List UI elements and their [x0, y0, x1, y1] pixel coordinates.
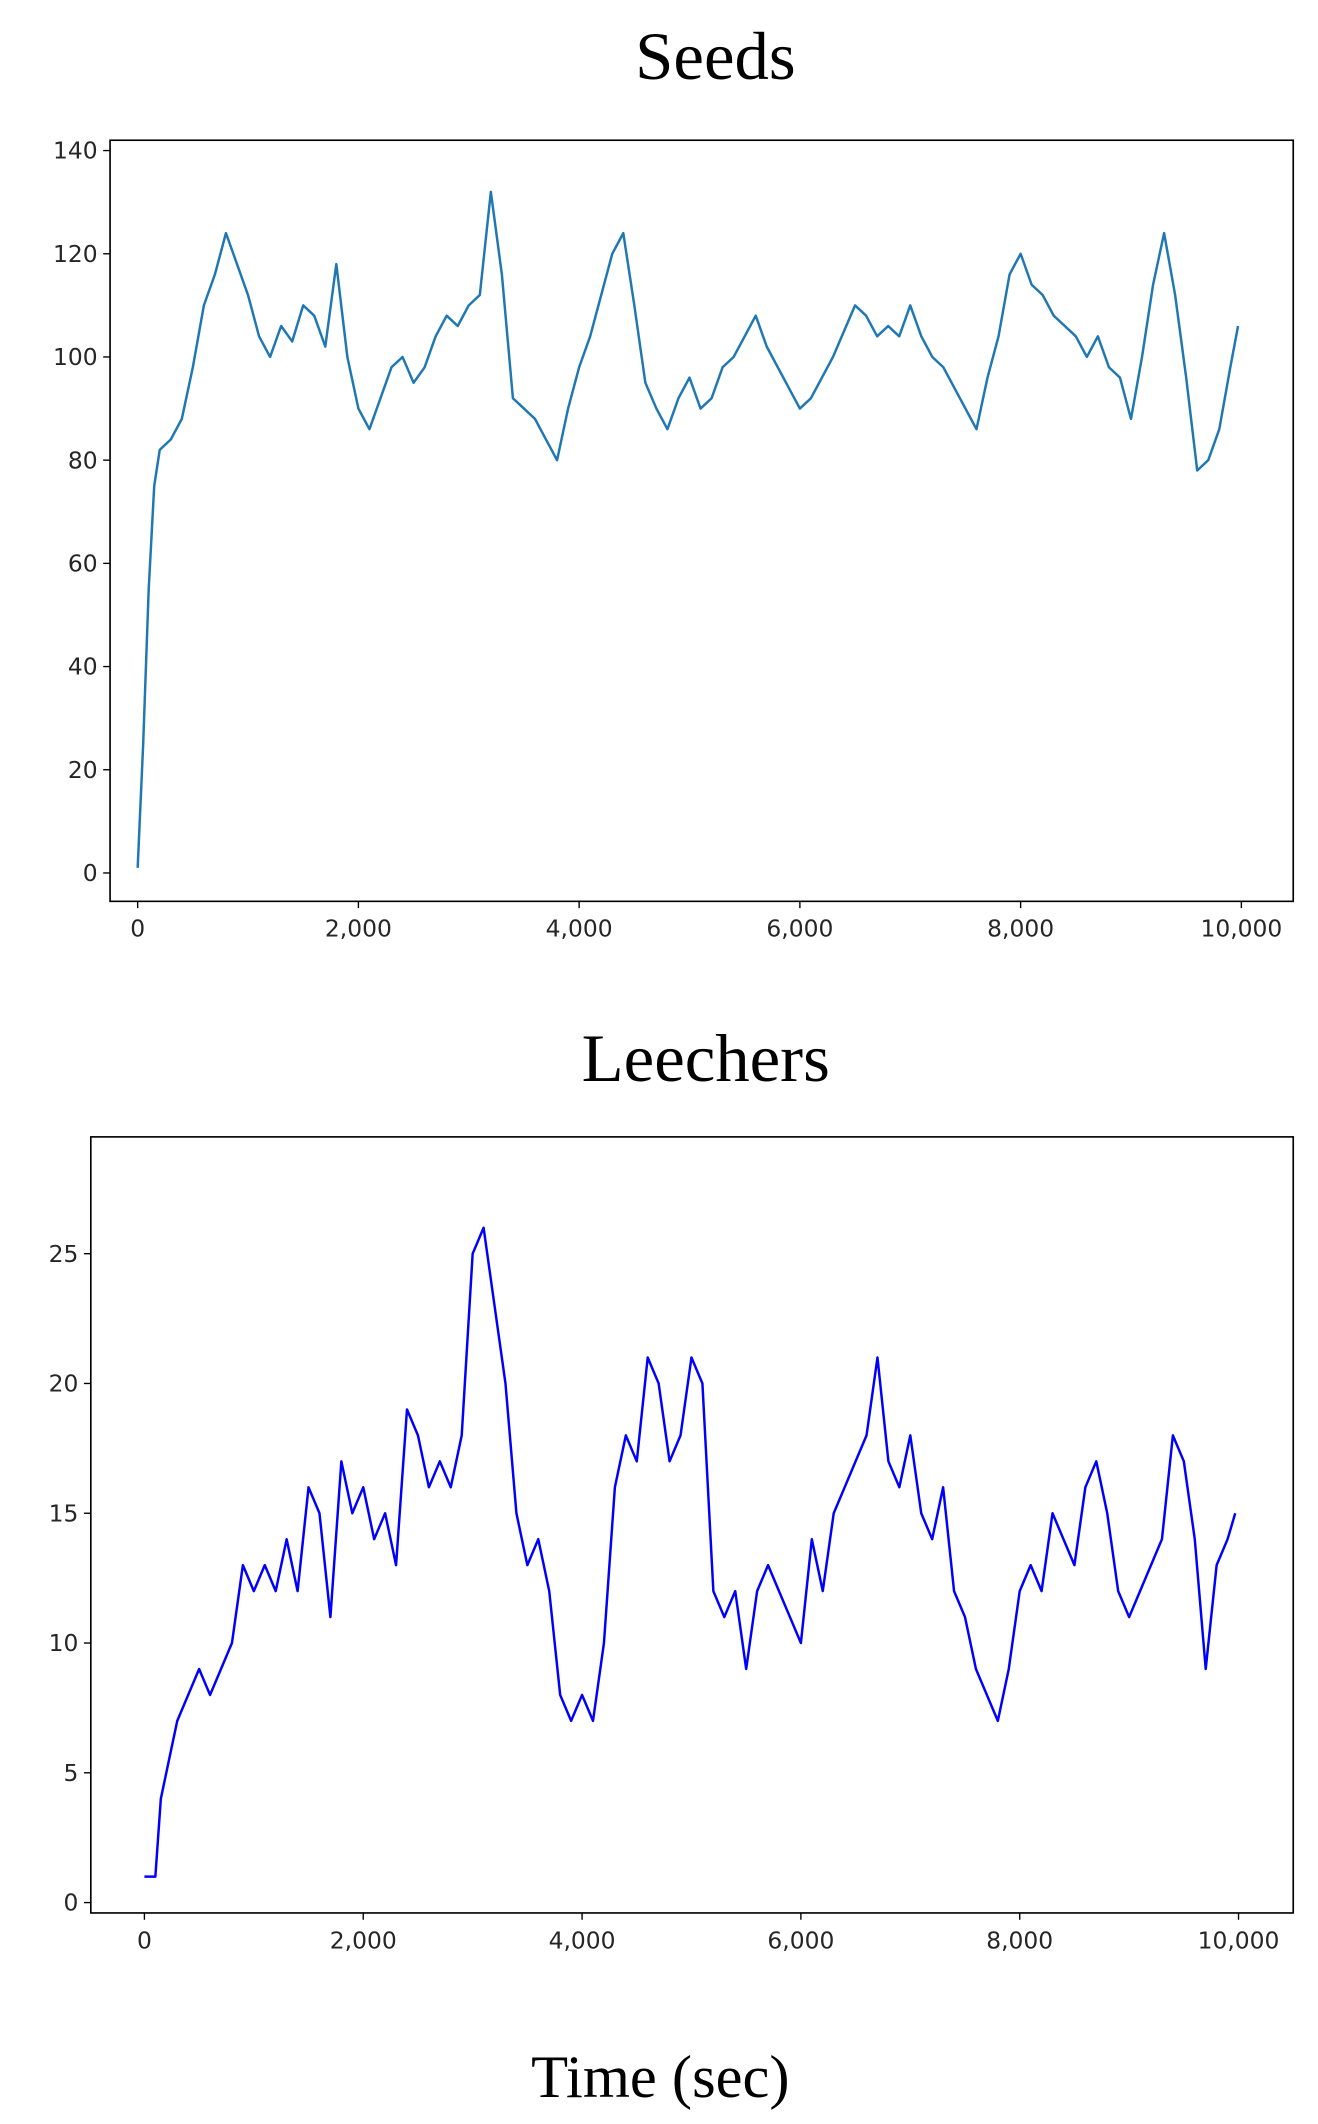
- x-tick-label: 4,000: [549, 1927, 616, 1954]
- x-tick-label: 2,000: [325, 916, 392, 943]
- data-line: [136, 190, 1240, 868]
- y-tick-label: 0: [83, 860, 98, 887]
- plot-frame: [89, 1136, 1295, 1914]
- y-tick-label: 10: [49, 1630, 79, 1657]
- chart-title: Seeds: [635, 18, 795, 94]
- y-tick-label: 100: [53, 344, 98, 371]
- y-tick-label: 80: [68, 447, 98, 474]
- y-tick-label: 25: [49, 1241, 79, 1268]
- y-tick-label: 140: [53, 138, 98, 165]
- y-tick-label: 40: [68, 654, 98, 681]
- x-axis-label: Time (sec): [531, 2044, 789, 2111]
- plot-frame: [109, 139, 1295, 903]
- y-tick-label: 15: [49, 1501, 79, 1528]
- x-tick-label: 8,000: [987, 916, 1054, 943]
- x-tick-label: 0: [130, 916, 145, 943]
- x-tick-label: 10,000: [1200, 916, 1282, 943]
- x-tick-label: 0: [137, 1927, 152, 1954]
- y-tick-label: 60: [68, 551, 98, 578]
- x-tick-label: 8,000: [986, 1927, 1053, 1954]
- x-tick-label: 4,000: [546, 916, 613, 943]
- x-tick-label: 2,000: [330, 1927, 397, 1954]
- data-line: [144, 1226, 1237, 1878]
- y-tick-label: 0: [64, 1890, 79, 1917]
- y-tick-label: 5: [64, 1760, 79, 1787]
- y-tick-label: 20: [68, 757, 98, 784]
- y-tick-label: 20: [49, 1371, 79, 1398]
- x-tick-label: 6,000: [766, 916, 833, 943]
- x-tick-label: 6,000: [767, 1927, 834, 1954]
- y-tick-label: 120: [53, 241, 98, 268]
- chart-title: Leechers: [582, 1020, 830, 1096]
- x-tick-label: 10,000: [1198, 1927, 1280, 1954]
